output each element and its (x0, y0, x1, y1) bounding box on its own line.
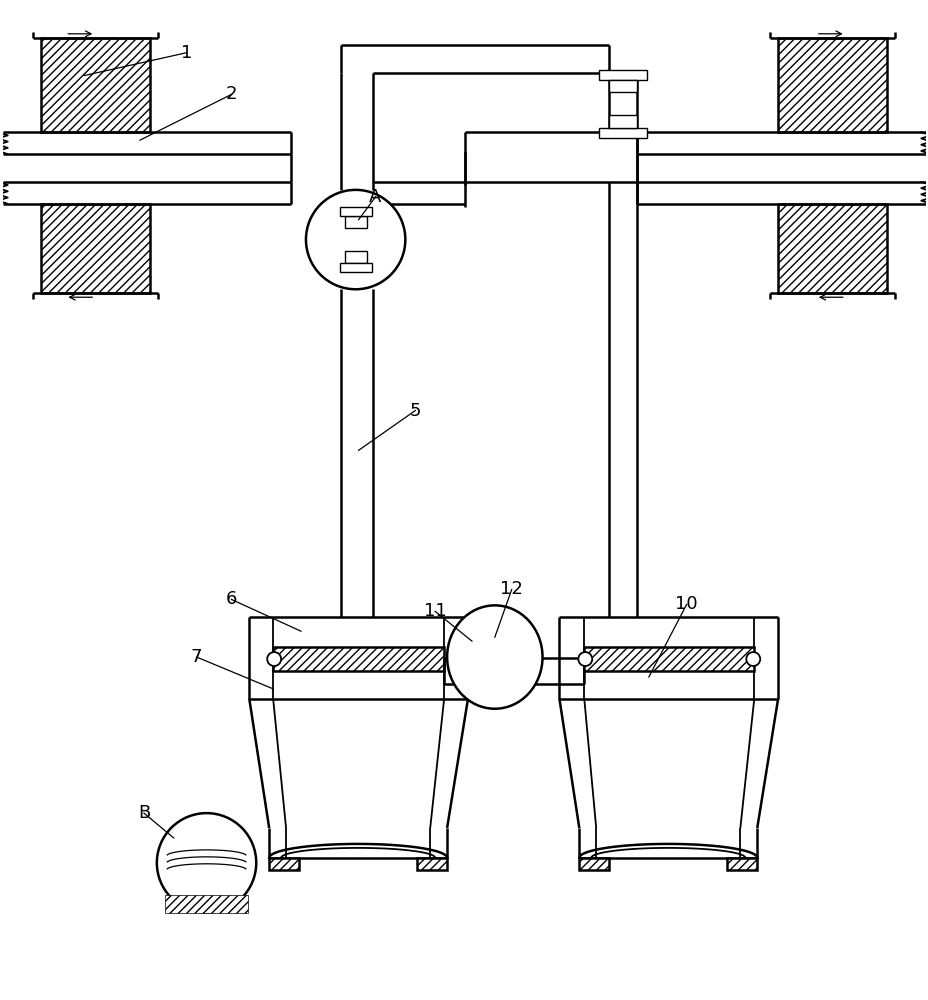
Bar (344, 216, 367, 228)
Bar (344, 251, 367, 263)
Bar (609, 80, 637, 92)
Bar (41, 38, 149, 132)
Bar (579, 858, 609, 870)
Bar (599, 128, 646, 138)
Text: 12: 12 (500, 580, 522, 598)
Circle shape (578, 652, 591, 666)
Bar (584, 647, 754, 671)
Circle shape (305, 190, 405, 289)
Text: 2: 2 (226, 85, 237, 103)
Text: B: B (137, 804, 150, 822)
Circle shape (267, 652, 281, 666)
Bar (269, 858, 299, 870)
Bar (164, 895, 248, 913)
Bar (273, 647, 444, 671)
Bar (599, 70, 646, 80)
Bar (778, 204, 886, 293)
Ellipse shape (446, 605, 542, 709)
Bar (609, 115, 637, 128)
Bar (778, 38, 886, 132)
Bar (340, 263, 371, 272)
Bar (727, 858, 756, 870)
Text: A: A (369, 188, 381, 206)
Text: 7: 7 (190, 648, 202, 666)
Bar (41, 204, 149, 293)
Text: 5: 5 (409, 402, 420, 420)
Bar (340, 207, 371, 216)
Text: 10: 10 (675, 595, 697, 613)
Circle shape (745, 652, 759, 666)
Text: 1: 1 (181, 44, 192, 62)
Text: 6: 6 (226, 590, 237, 608)
Text: 11: 11 (423, 602, 446, 620)
Circle shape (157, 813, 256, 913)
Bar (417, 858, 446, 870)
